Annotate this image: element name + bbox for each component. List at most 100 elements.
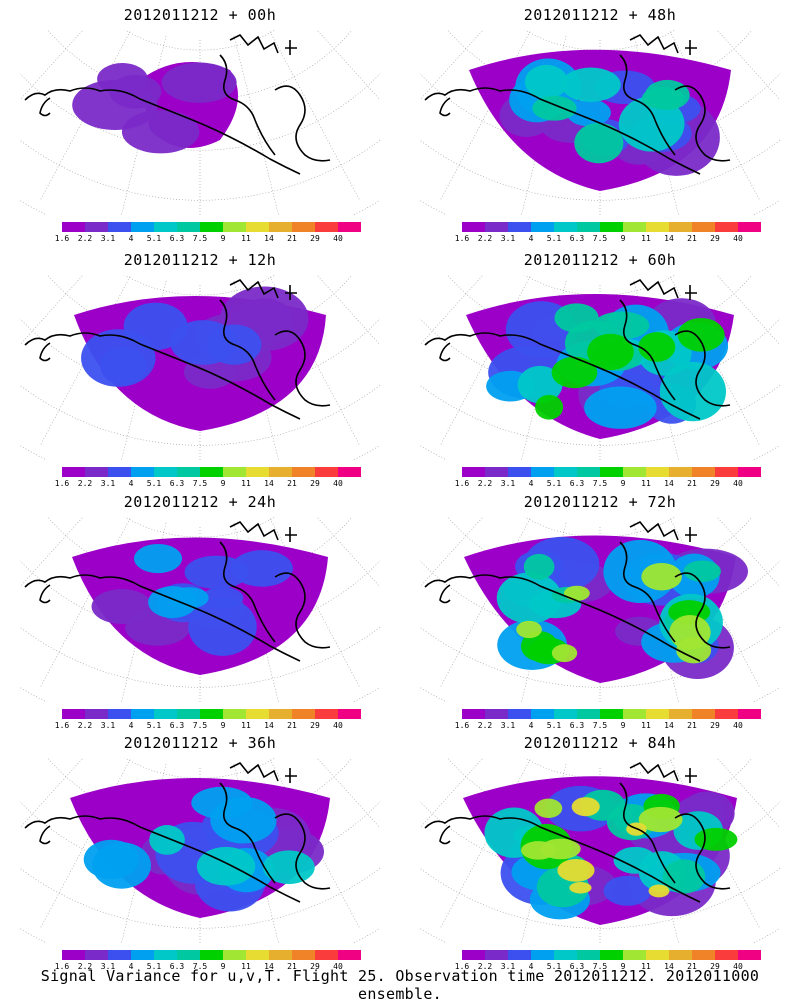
variance-map	[20, 758, 380, 943]
colorbar	[62, 950, 361, 960]
colorbar-swatch	[646, 222, 669, 232]
colorbar-swatch	[669, 222, 692, 232]
colorbar-tick-label: 14	[664, 962, 674, 971]
colorbar-swatch	[177, 709, 200, 719]
colorbar-tick-label: 14	[664, 234, 674, 243]
colorbar-swatch	[131, 467, 154, 477]
colorbar-swatch	[623, 222, 646, 232]
variance-field	[72, 62, 238, 154]
colorbar-swatch	[292, 950, 315, 960]
colorbar-tick-label: 1.6	[54, 479, 70, 488]
colorbar-tick-label: 1.6	[54, 962, 70, 971]
figure-caption: Signal Variance for u,v,T. Flight 25. Ob…	[40, 967, 760, 1003]
colorbar-swatch	[62, 467, 85, 477]
colorbar-tick-label: 21	[687, 479, 697, 488]
colorbar-ticks: 1.6 2.2 3.1 4 5.1 6.3 7.5 9 11 14 21 29 40	[448, 479, 768, 489]
colorbar-swatch	[315, 467, 338, 477]
colorbar-tick-label: 21	[287, 234, 297, 243]
colorbar-tick-label: 4	[528, 721, 534, 730]
colorbar-tick-label: 5.1	[146, 962, 162, 971]
colorbar-tick-label: 9	[220, 962, 226, 971]
colorbar-swatch	[338, 467, 361, 477]
colorbar-swatch	[292, 222, 315, 232]
colorbar	[462, 950, 761, 960]
colorbar	[462, 709, 761, 719]
variance-map	[20, 275, 380, 460]
colorbar-tick-label: 29	[710, 479, 720, 488]
variance-map	[420, 275, 780, 460]
colorbar-tick-label: 21	[287, 962, 297, 971]
colorbar-tick-label: 11	[641, 962, 651, 971]
colorbar-tick-label: 6.3	[569, 234, 585, 243]
colorbar-tick-label: 21	[287, 479, 297, 488]
colorbar-tick-label: 7.5	[592, 234, 608, 243]
variance-field	[72, 537, 328, 675]
panel-title: 2012011212 + 12h	[123, 251, 277, 269]
colorbar-tick-label: 3.1	[500, 479, 516, 488]
colorbar-swatch	[223, 950, 246, 960]
colorbar-tick-label: 2.2	[77, 721, 93, 730]
colorbar-swatch	[692, 950, 715, 960]
colorbar-swatch	[508, 222, 531, 232]
colorbar-swatch	[315, 709, 338, 719]
colorbar-swatch	[623, 467, 646, 477]
colorbar-swatch	[738, 222, 761, 232]
colorbar-tick-label: 4	[128, 479, 134, 488]
colorbar-tick-label: 29	[310, 234, 320, 243]
coastlines	[24, 761, 331, 903]
colorbar-swatch	[200, 222, 223, 232]
colorbar-swatch	[692, 467, 715, 477]
colorbar-swatch	[577, 222, 600, 232]
map-panel: 2012011212 + 48h 1.6 2.2 3.1 4 5.1 6.3 7.5 9 11 14…	[400, 0, 800, 245]
colorbar-ticks: 1.6 2.2 3.1 4 5.1 6.3 7.5 9 11 14 21 29 40	[448, 234, 768, 244]
colorbar-swatch	[485, 950, 508, 960]
panel-title: 2012011212 + 60h	[523, 251, 677, 269]
colorbar-swatch	[315, 950, 338, 960]
colorbar-tick-label: 21	[687, 721, 697, 730]
variance-map	[420, 758, 780, 943]
colorbar-swatch	[669, 467, 692, 477]
colorbar-swatch	[692, 222, 715, 232]
map-panel: 2012011212 + 84h 1.6 2.2 3.1 4 5.1 6.3 7.5 9 11 14…	[400, 728, 800, 973]
colorbar-ticks: 1.6 2.2 3.1 4 5.1 6.3 7.5 9 11 14 21 29 40	[48, 721, 368, 731]
coastlines	[424, 761, 731, 903]
colorbar-swatch	[531, 709, 554, 719]
colorbar-swatch	[108, 467, 131, 477]
colorbar-swatch	[692, 709, 715, 719]
colorbar-swatch	[738, 950, 761, 960]
map-panel: 2012011212 + 60h 1.6 2.2 3.1 4 5.1 6.3 7.5 9 11 14…	[400, 245, 800, 490]
colorbar-tick-label: 14	[664, 721, 674, 730]
colorbar-swatch	[485, 709, 508, 719]
colorbar-tick-label: 5.1	[146, 479, 162, 488]
colorbar-tick-label: 3.1	[100, 962, 116, 971]
colorbar-tick-label: 14	[264, 962, 274, 971]
panel-title: 2012011212 + 84h	[523, 734, 677, 752]
colorbar-swatch	[315, 222, 338, 232]
colorbar-swatch	[738, 467, 761, 477]
colorbar-swatch	[62, 709, 85, 719]
colorbar-tick-label: 7.5	[192, 479, 208, 488]
colorbar-swatch	[338, 950, 361, 960]
colorbar-tick-label: 21	[287, 721, 297, 730]
colorbar-swatch	[62, 950, 85, 960]
colorbar-swatch	[131, 950, 154, 960]
colorbar-tick-label: 29	[310, 479, 320, 488]
coastlines	[424, 520, 731, 662]
colorbar-swatch	[600, 950, 623, 960]
colorbar-tick-label: 1.6	[454, 479, 470, 488]
colorbar-tick-label: 4	[528, 479, 534, 488]
colorbar-swatch	[462, 467, 485, 477]
colorbar-tick-label: 5.1	[546, 479, 562, 488]
colorbar-tick-label: 2.2	[77, 962, 93, 971]
colorbar-swatch	[85, 467, 108, 477]
colorbar-tick-label: 2.2	[477, 234, 493, 243]
colorbar-swatch	[600, 467, 623, 477]
colorbar-swatch	[223, 222, 246, 232]
variance-map	[420, 517, 780, 702]
colorbar-swatch	[715, 467, 738, 477]
colorbar-swatch	[200, 467, 223, 477]
colorbar-tick-label: 3.1	[500, 234, 516, 243]
variance-map	[20, 517, 380, 702]
colorbar-tick-label: 14	[264, 479, 274, 488]
colorbar-tick-label: 40	[333, 721, 343, 730]
